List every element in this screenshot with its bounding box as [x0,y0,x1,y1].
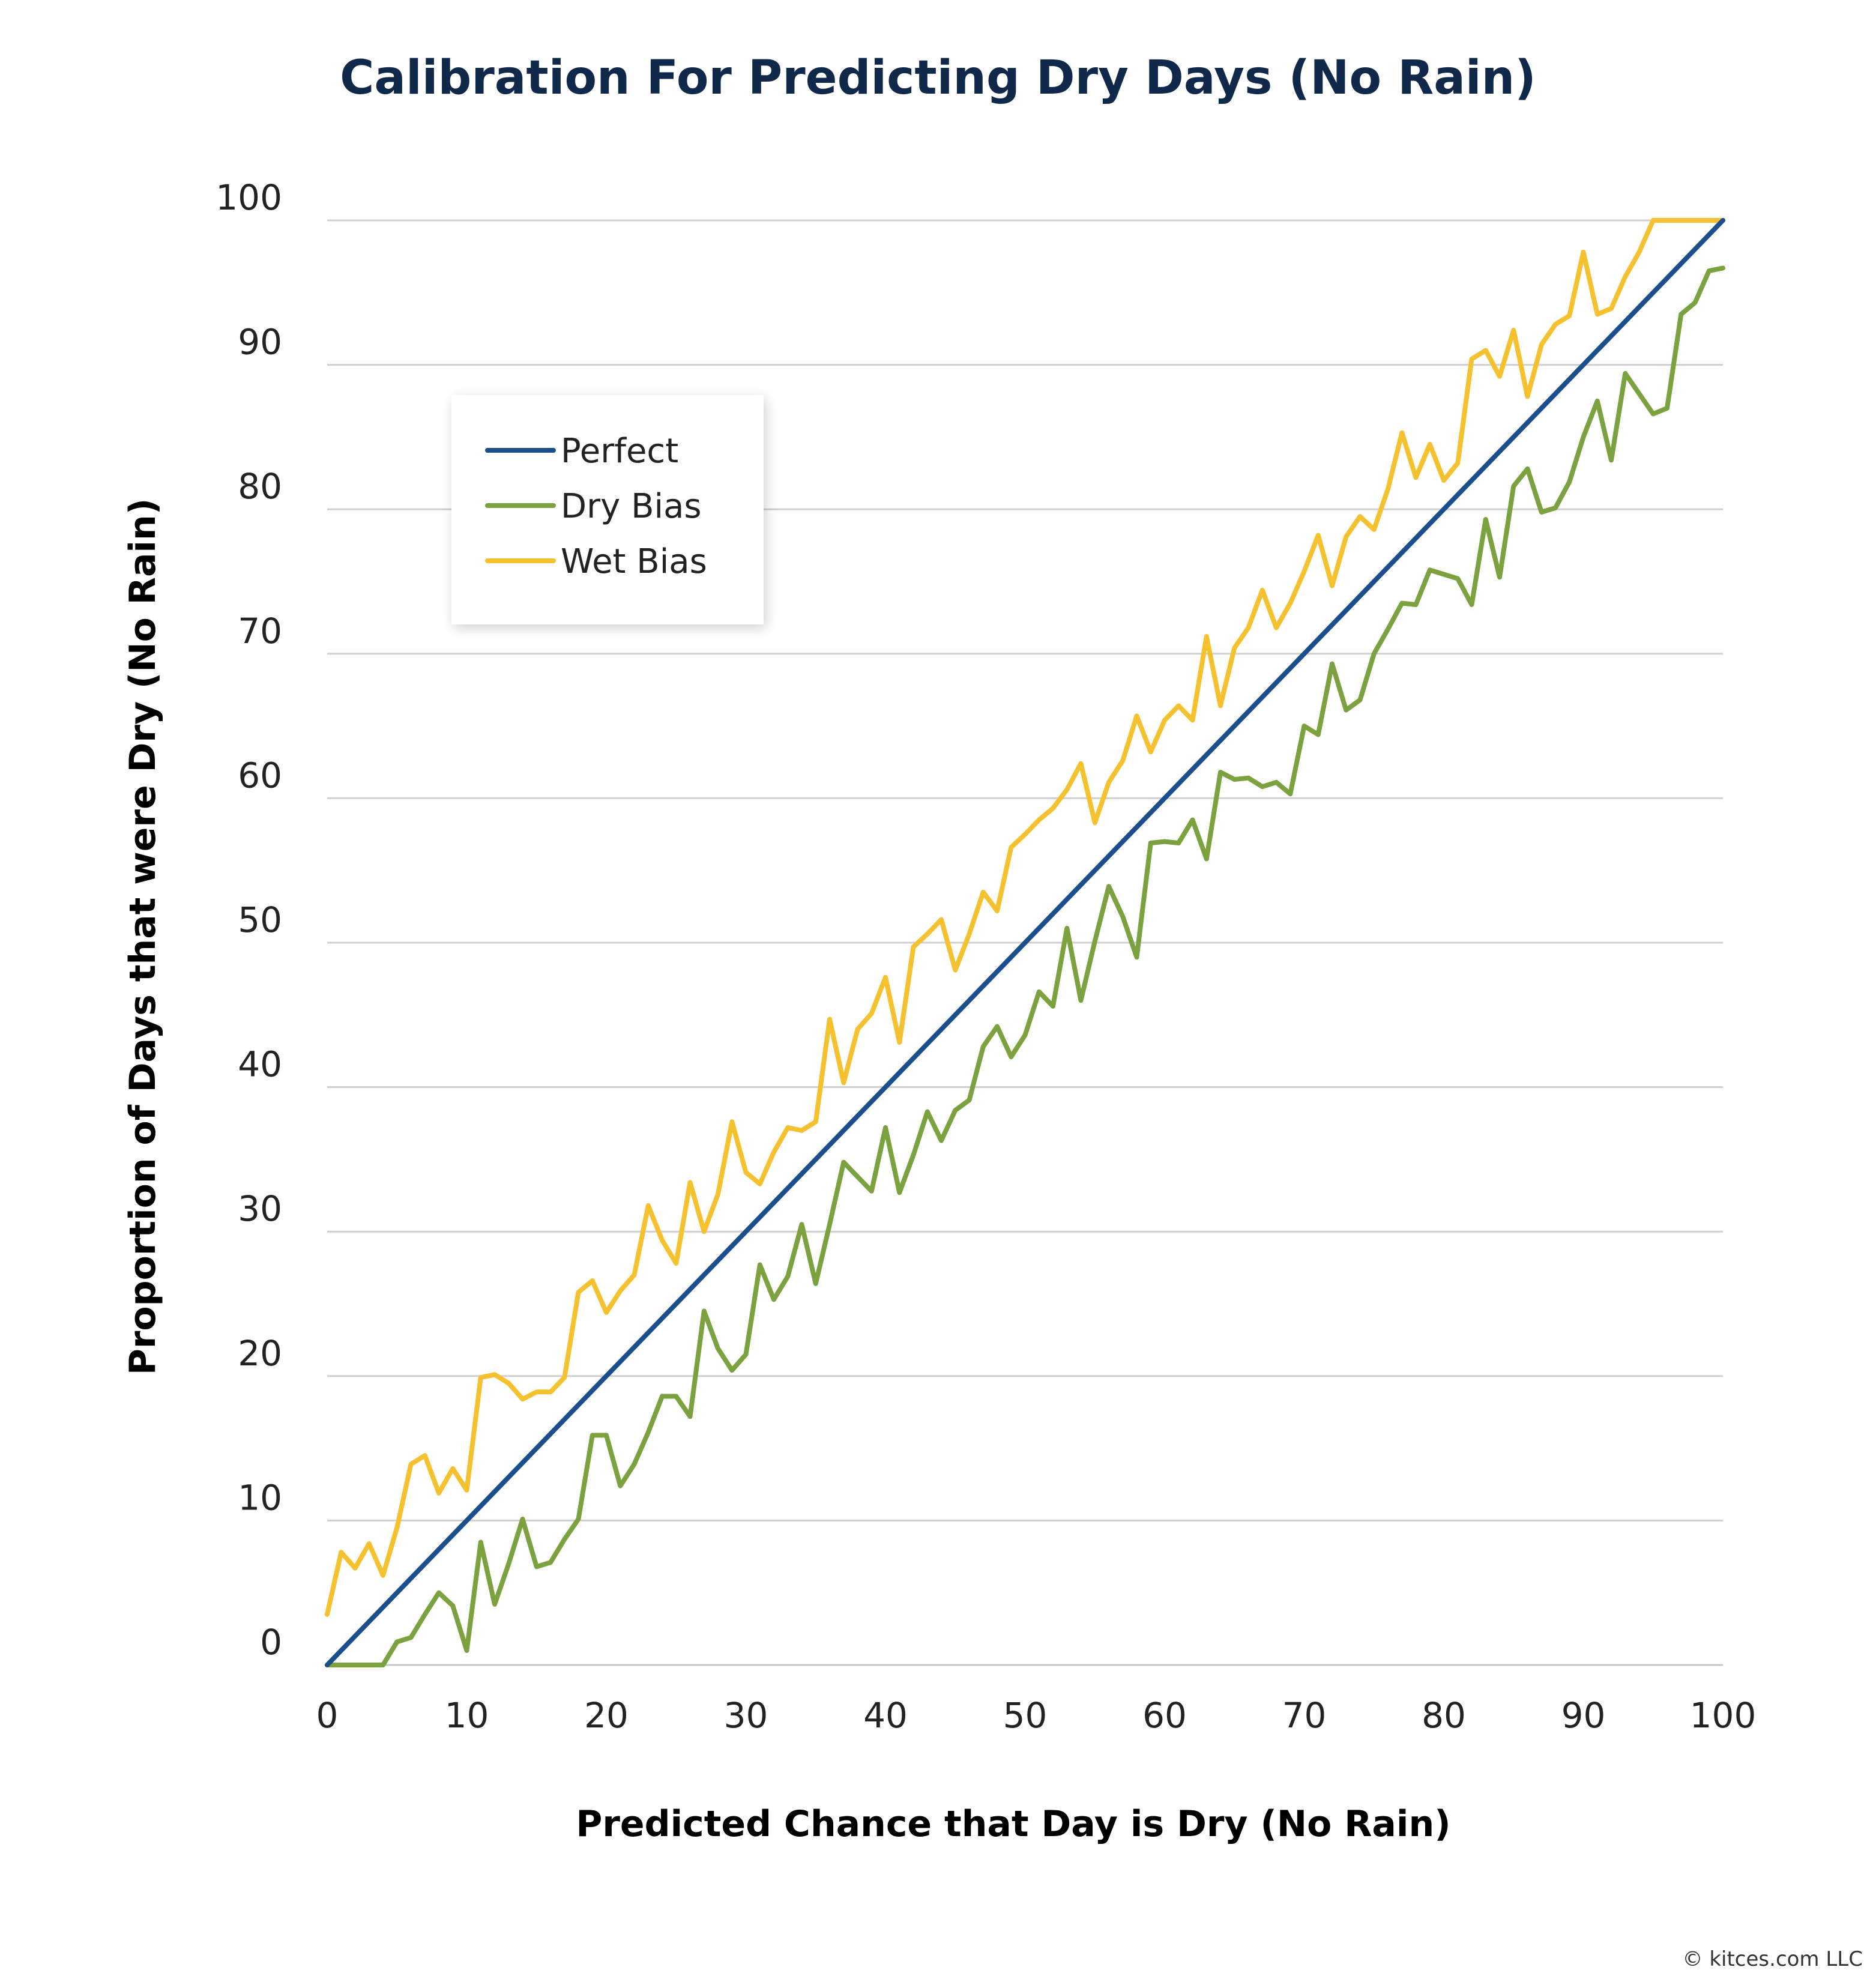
x-tick-label-70: 70 [1282,1695,1327,1736]
legend: Perfect Dry Bias Wet Bias [451,395,764,624]
x-tick-label-50: 50 [1003,1695,1048,1736]
x-tick-label-0: 0 [316,1695,339,1736]
chart-title: Calibration For Predicting Dry Days (No … [340,51,1536,105]
y-tick-label-80: 80 [238,466,282,507]
x-tick-label-80: 80 [1422,1695,1466,1736]
x-tick-label-20: 20 [584,1695,629,1736]
series-line-wet-bias [325,218,1725,1617]
legend-label-dry-bias: Dry Bias [561,487,702,526]
y-tick-label-40: 40 [238,1044,282,1085]
y-tick-label-90: 90 [238,322,282,363]
y-tick-label-20: 20 [238,1333,282,1374]
series-lines [325,218,1725,1667]
copyright-notice: © kitces.com LLC [1682,1947,1863,1971]
y-tick-label-100: 100 [216,177,282,218]
x-tick-label-60: 60 [1142,1695,1187,1736]
y-tick-label-10: 10 [238,1477,282,1518]
y-tick-label-70: 70 [238,611,282,651]
series-line-perfect [325,218,1725,1667]
y-tick-label-0: 0 [260,1622,282,1663]
series-line-dry-bias [325,265,1725,1667]
y-tick-label-60: 60 [238,755,282,796]
y-axis-title: Proportion of Days that were Dry (No Rai… [122,498,164,1375]
axes: 0 10 20 30 40 50 60 70 80 90 100 0 10 20 30 40 50 60 70 80 9… [216,177,1756,1736]
x-tick-label-10: 10 [445,1695,489,1736]
y-tick-label-50: 50 [238,899,282,940]
x-tick-label-90: 90 [1561,1695,1606,1736]
x-tick-label-30: 30 [724,1695,768,1736]
legend-box [451,395,764,624]
legend-label-perfect: Perfect [561,432,678,471]
x-axis-title: Predicted Chance that Day is Dry (No Rai… [576,1803,1450,1845]
x-tick-label-40: 40 [863,1695,908,1736]
x-tick-label-100: 100 [1690,1695,1757,1736]
legend-label-wet-bias: Wet Bias [561,542,707,581]
y-tick-label-30: 30 [238,1188,282,1229]
